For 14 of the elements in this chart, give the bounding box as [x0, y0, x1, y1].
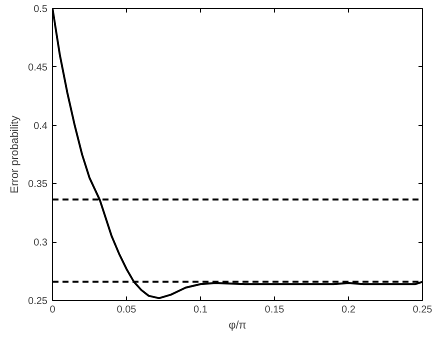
- y-tick-label: 0.4: [34, 120, 48, 132]
- y-tick-label: 0.45: [28, 62, 48, 74]
- y-tick-label: 0.5: [34, 4, 48, 15]
- y-tick-label: 0.3: [34, 238, 48, 249]
- x-tick-label: 0.05: [116, 304, 137, 316]
- y-tick-label: 0.25: [28, 296, 48, 307]
- y-axis-title: Error probability: [9, 115, 22, 194]
- x-tick-label: 0.25: [412, 304, 433, 316]
- x-tick-label: 0.2: [342, 304, 356, 316]
- x-tick-label: 0.15: [264, 304, 285, 316]
- y-tick-label: 0.35: [28, 179, 48, 190]
- x-tick-label: 0.1: [194, 304, 208, 316]
- x-tick-label: 0: [50, 304, 56, 316]
- x-axis-title: φ/π: [228, 320, 247, 332]
